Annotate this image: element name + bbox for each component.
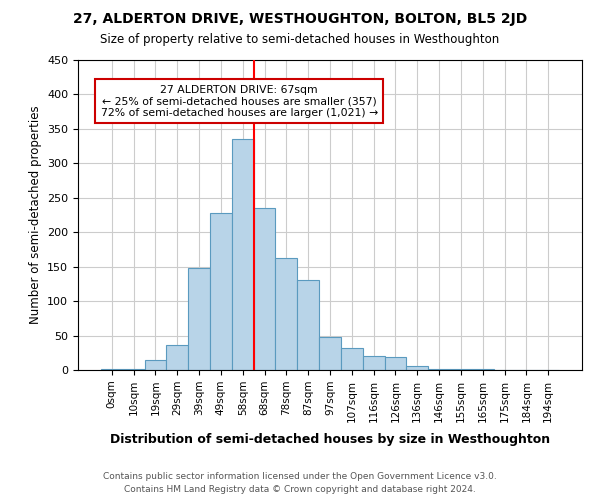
Bar xyxy=(232,139,254,370)
Bar xyxy=(101,368,123,370)
Bar xyxy=(363,356,385,370)
Text: 27 ALDERTON DRIVE: 67sqm
← 25% of semi-detached houses are smaller (357)
72% of : 27 ALDERTON DRIVE: 67sqm ← 25% of semi-d… xyxy=(101,85,378,118)
Bar xyxy=(123,368,145,370)
Bar xyxy=(145,360,166,370)
Bar xyxy=(319,337,341,370)
Bar xyxy=(297,280,319,370)
Text: Size of property relative to semi-detached houses in Westhoughton: Size of property relative to semi-detach… xyxy=(100,32,500,46)
Y-axis label: Number of semi-detached properties: Number of semi-detached properties xyxy=(29,106,41,324)
Text: Contains public sector information licensed under the Open Government Licence v3: Contains public sector information licen… xyxy=(103,472,497,481)
Bar xyxy=(428,368,450,370)
Bar xyxy=(166,344,188,370)
Bar xyxy=(275,258,297,370)
Bar xyxy=(188,268,210,370)
Bar xyxy=(450,368,472,370)
Bar xyxy=(341,348,363,370)
Bar xyxy=(385,357,406,370)
Bar xyxy=(210,213,232,370)
Text: Contains HM Land Registry data © Crown copyright and database right 2024.: Contains HM Land Registry data © Crown c… xyxy=(124,484,476,494)
X-axis label: Distribution of semi-detached houses by size in Westhoughton: Distribution of semi-detached houses by … xyxy=(110,433,550,446)
Bar xyxy=(406,366,428,370)
Bar xyxy=(254,208,275,370)
Text: 27, ALDERTON DRIVE, WESTHOUGHTON, BOLTON, BL5 2JD: 27, ALDERTON DRIVE, WESTHOUGHTON, BOLTON… xyxy=(73,12,527,26)
